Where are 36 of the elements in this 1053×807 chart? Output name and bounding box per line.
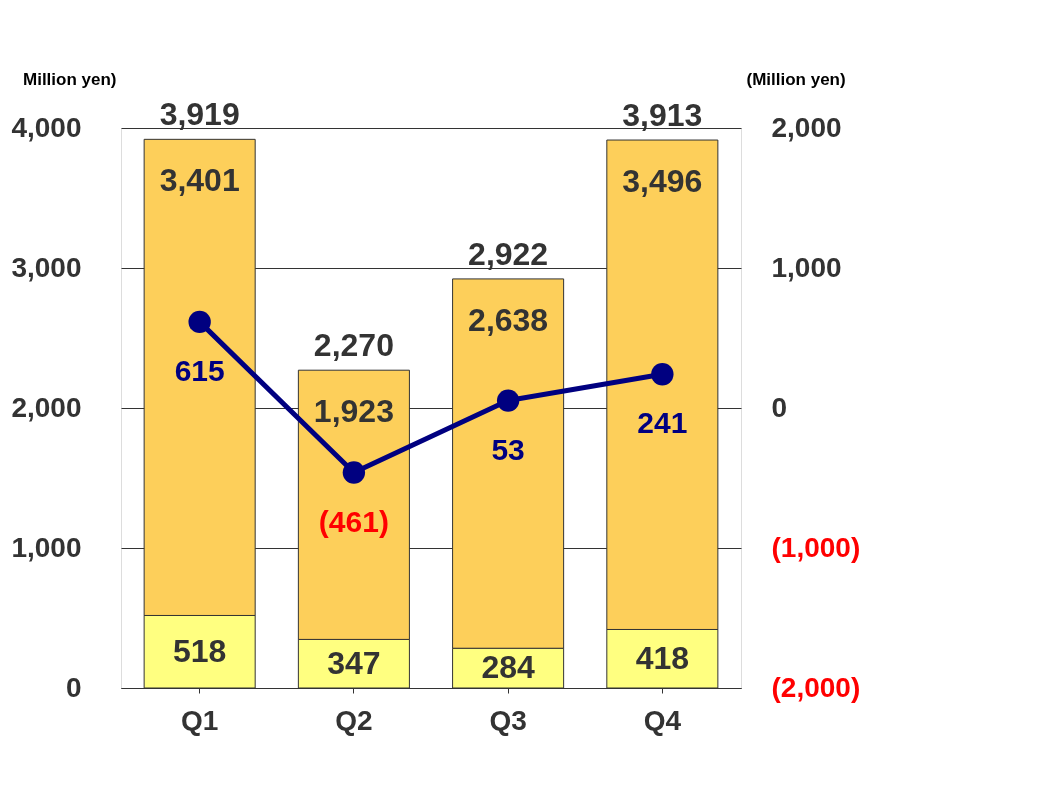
data-label: 347 — [327, 644, 381, 681]
total-label: 2,270 — [313, 327, 394, 364]
data-label: 3,496 — [622, 163, 703, 200]
data-label: 615 — [174, 353, 225, 387]
y2-tick-label: (2,000) — [771, 671, 861, 703]
y2-tick-label: 1,000 — [771, 251, 842, 283]
data-label: 284 — [481, 649, 536, 686]
data-label: 3,401 — [159, 162, 240, 199]
point — [496, 389, 520, 412]
point — [342, 461, 366, 484]
point — [188, 310, 211, 334]
y2-tick-label: (1,000) — [771, 531, 861, 563]
data-label: 418 — [635, 639, 690, 676]
y-tick-label: 3,000 — [11, 251, 82, 283]
y-tick-label: 0 — [65, 671, 82, 703]
total-label: 2,922 — [468, 235, 549, 272]
y2-axis-title: (Million yen) — [746, 69, 846, 89]
data-label: 518 — [172, 632, 227, 669]
y-axis-title: Million yen) — [23, 69, 117, 89]
data-label: 1,923 — [313, 393, 394, 430]
x-tick-label: Q3 — [489, 704, 527, 736]
y-tick-label: 2,000 — [11, 391, 82, 423]
x-tick-label: Q4 — [643, 704, 682, 736]
data-label: 2,638 — [468, 301, 549, 338]
y-tick-label: 1,000 — [11, 531, 82, 563]
x-tick-label: Q2 — [335, 704, 373, 736]
point — [651, 363, 674, 386]
total-label: 3,913 — [622, 97, 703, 134]
y-tick-label: 4,000 — [11, 111, 82, 143]
y2-tick-label: 2,000 — [771, 111, 842, 143]
data-label: (461) — [318, 504, 389, 538]
data-label: 241 — [637, 406, 688, 440]
x-tick-label: Q1 — [180, 704, 219, 736]
y2-tick-label: 0 — [771, 391, 788, 423]
total-label: 3,919 — [159, 96, 240, 133]
data-label: 53 — [491, 432, 525, 466]
